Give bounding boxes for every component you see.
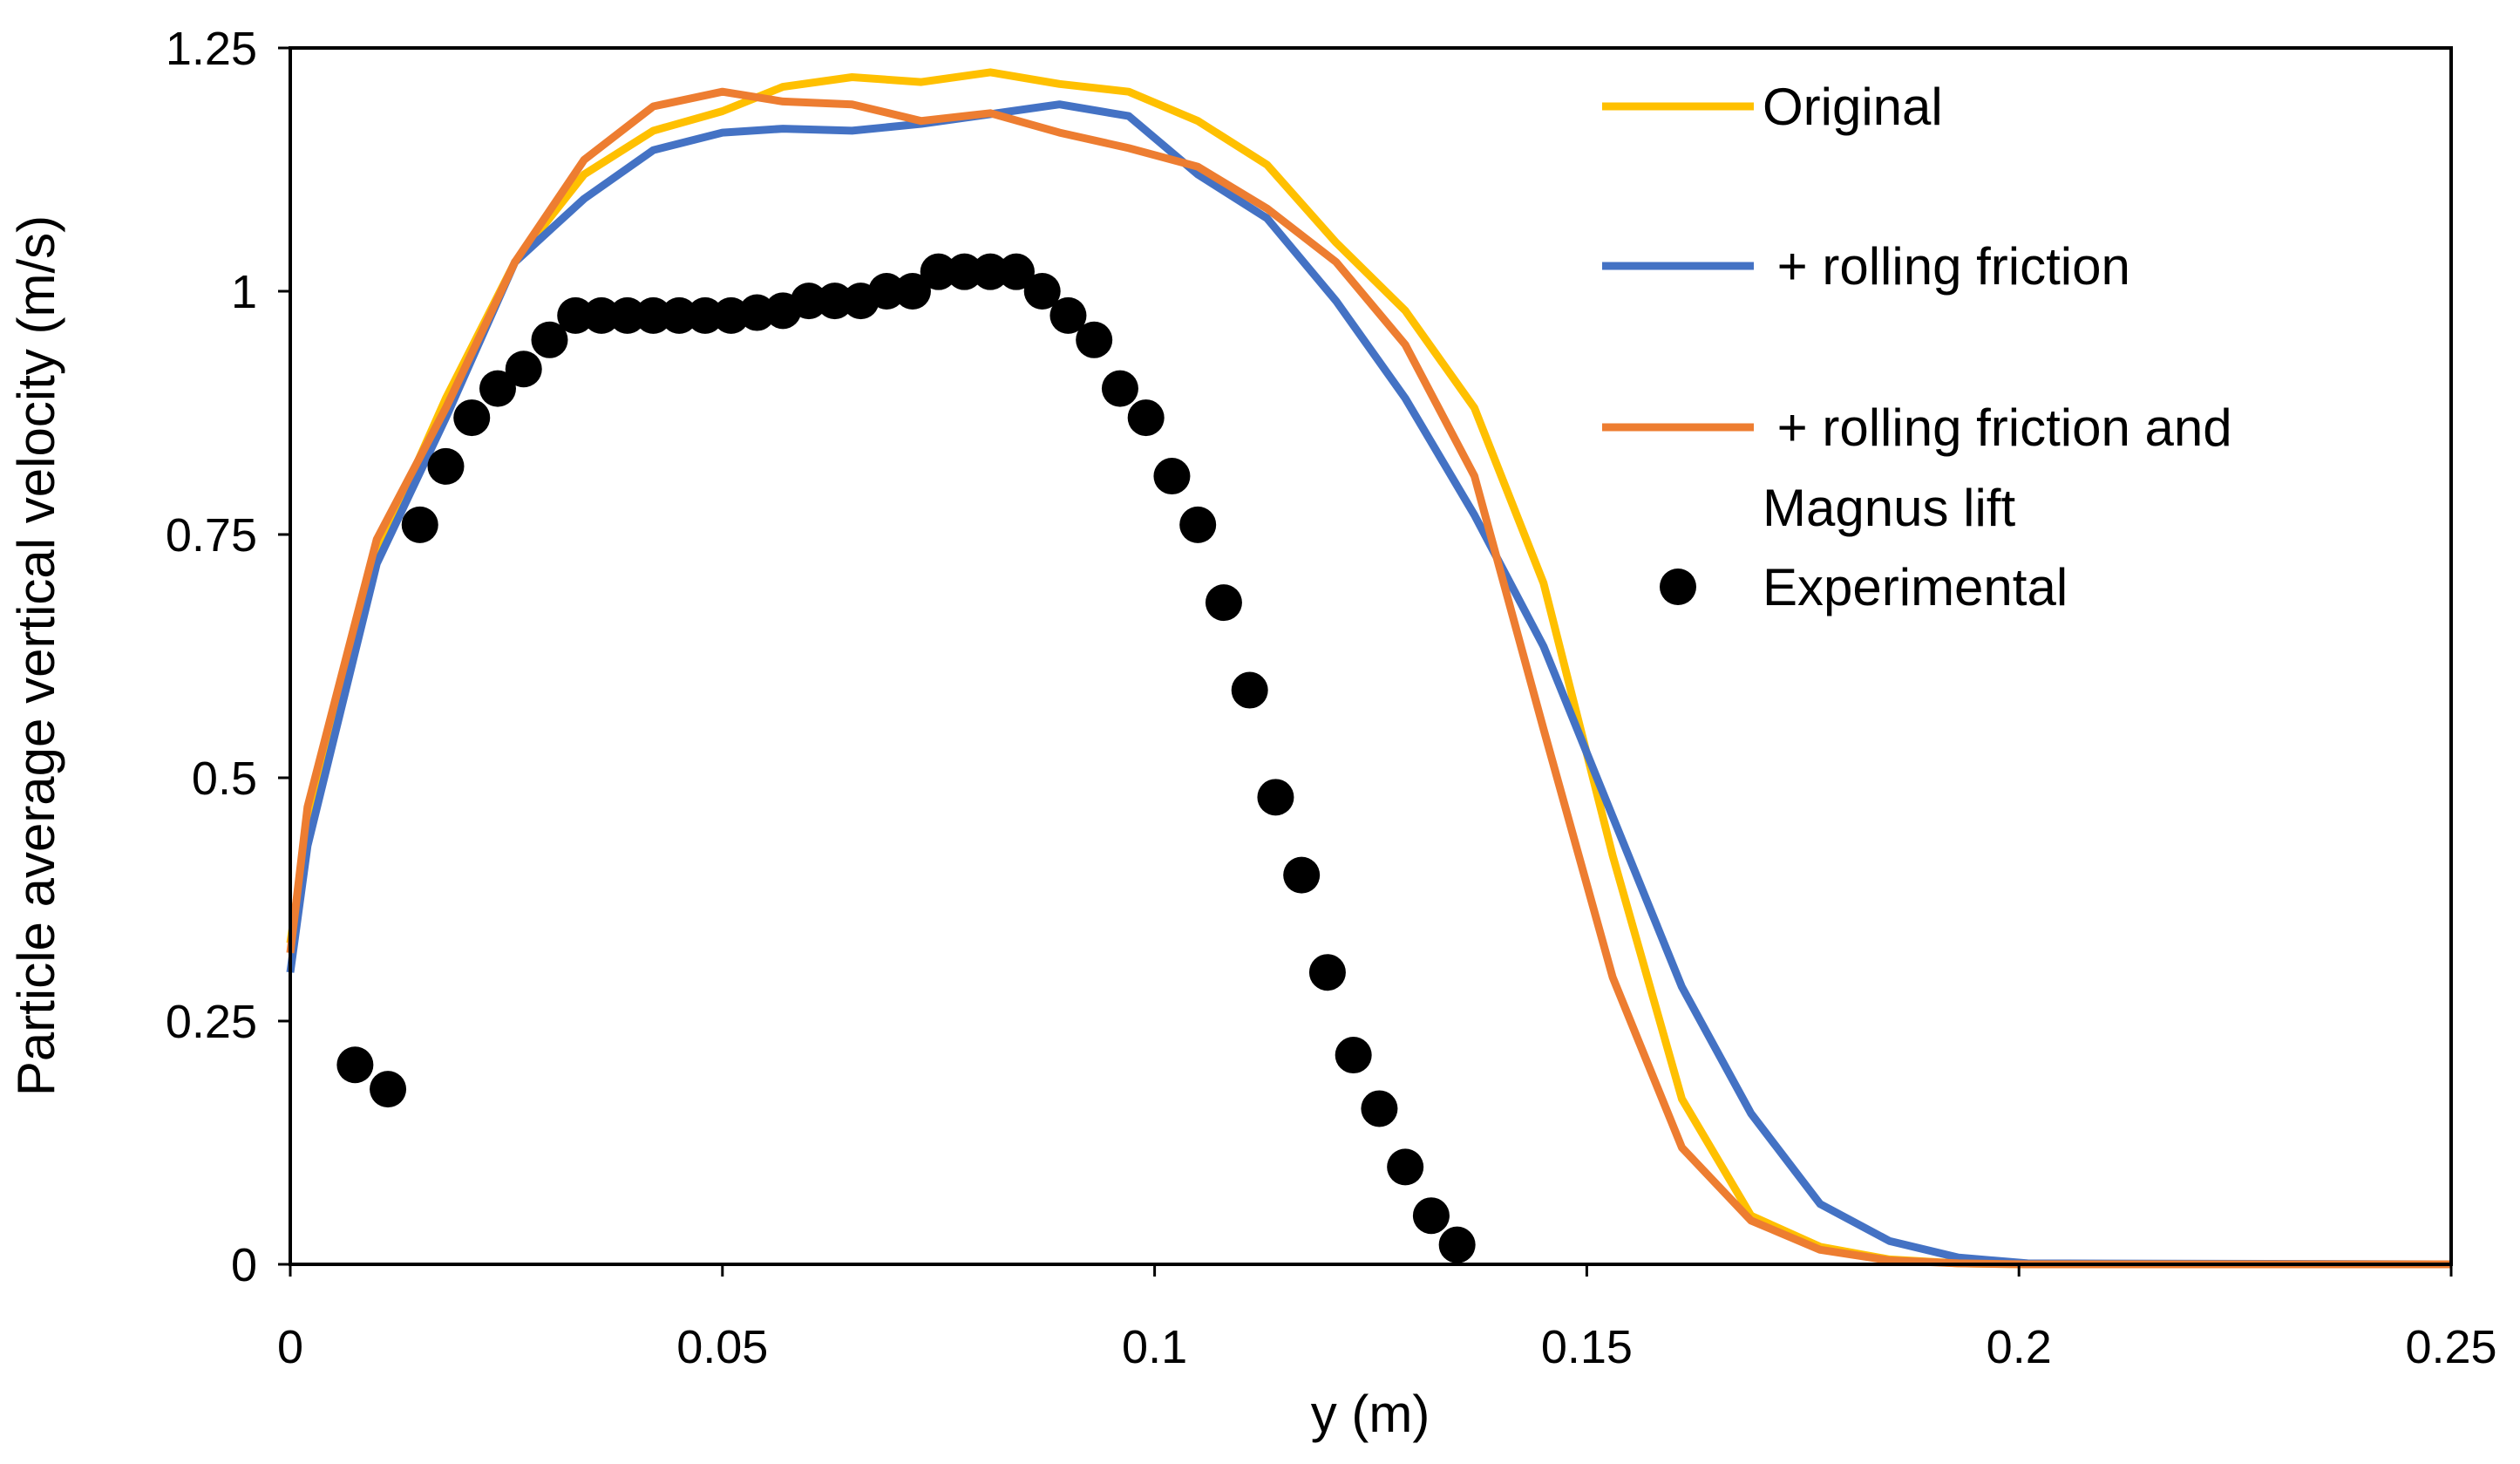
data-point-experimental [920, 253, 957, 290]
data-point-experimental [661, 296, 698, 334]
data-point-experimental [557, 296, 594, 334]
legend-label: + rolling friction [1763, 237, 2130, 296]
x-tick-label: 0.05 [676, 1321, 768, 1373]
data-point-experimental [1283, 856, 1321, 894]
data-point-experimental [1076, 321, 1113, 358]
data-point-experimental [972, 253, 1009, 290]
data-point-experimental [686, 296, 723, 334]
y-tick-label: 1 [231, 266, 257, 318]
data-point-experimental [1153, 458, 1191, 495]
data-point-experimental [531, 321, 568, 358]
series-layer [286, 68, 2452, 1269]
data-point-experimental [1023, 273, 1061, 310]
legend-label: + rolling friction and [1763, 398, 2232, 457]
y-tick-label: 0.75 [166, 509, 257, 562]
data-point-experimental [608, 296, 646, 334]
y-tick-label: 0 [231, 1239, 257, 1291]
data-point-experimental [1387, 1148, 1424, 1186]
x-axis-title: y (m) [1311, 1385, 1430, 1443]
data-point-experimental [427, 447, 465, 485]
data-point-experimental [1127, 399, 1165, 437]
legend-swatch-experimental [1660, 569, 1696, 605]
x-tick-label: 0.15 [1541, 1321, 1633, 1373]
data-point-experimental [1438, 1226, 1476, 1263]
data-point-experimental [1101, 370, 1138, 407]
data-point-experimental [401, 506, 438, 543]
data-point-experimental [893, 273, 931, 310]
data-point-experimental [453, 399, 491, 437]
legend-label: Experimental [1763, 558, 2068, 616]
legend: Original + rolling friction + rolling fr… [1602, 78, 2232, 616]
legend-label: Original [1763, 78, 1943, 136]
data-point-experimental [790, 283, 827, 320]
y-axis-title: Particle average vertical velocity (m/s) [7, 215, 65, 1096]
plot-area [286, 46, 2453, 1269]
data-point-experimental [336, 1046, 374, 1084]
data-point-experimental [1049, 296, 1087, 334]
data-point-experimental [370, 1071, 407, 1108]
x-axis-ticks: 0 0.05 0.1 0.15 0.2 0.25 [277, 1264, 2497, 1373]
data-point-experimental [1231, 671, 1268, 709]
data-point-experimental [1412, 1197, 1450, 1235]
data-point-experimental [997, 253, 1035, 290]
data-point-experimental [1257, 779, 1294, 816]
data-point-experimental [582, 296, 620, 334]
y-tick-label: 0.5 [192, 752, 257, 805]
data-point-experimental [816, 283, 853, 320]
y-tick-label: 0.25 [166, 996, 257, 1048]
x-tick-label: 0.1 [1122, 1321, 1187, 1373]
legend-label: Magnus lift [1763, 479, 2015, 537]
data-point-experimental [505, 351, 542, 388]
x-tick-label: 0.2 [1987, 1321, 2052, 1373]
series-line-rolling-friction [286, 100, 2452, 1269]
y-tick-label: 1.25 [166, 23, 257, 75]
data-point-experimental [479, 370, 516, 407]
data-point-experimental [946, 253, 983, 290]
data-point-experimental [868, 273, 906, 310]
x-tick-label: 0.25 [2405, 1321, 2496, 1373]
data-point-experimental [1205, 584, 1242, 622]
data-point-experimental [1308, 954, 1346, 991]
y-axis-ticks: 0 0.25 0.5 0.75 1 1.25 [166, 23, 290, 1291]
data-point-experimental [1335, 1037, 1372, 1074]
series-line-rolling-friction-and-magnus-lift [286, 87, 2451, 1269]
data-point-experimental [1361, 1090, 1398, 1127]
plot-frame [289, 46, 2453, 1266]
data-point-experimental [635, 296, 672, 334]
x-tick-label: 0 [277, 1321, 303, 1373]
data-point-experimental [1179, 506, 1217, 543]
